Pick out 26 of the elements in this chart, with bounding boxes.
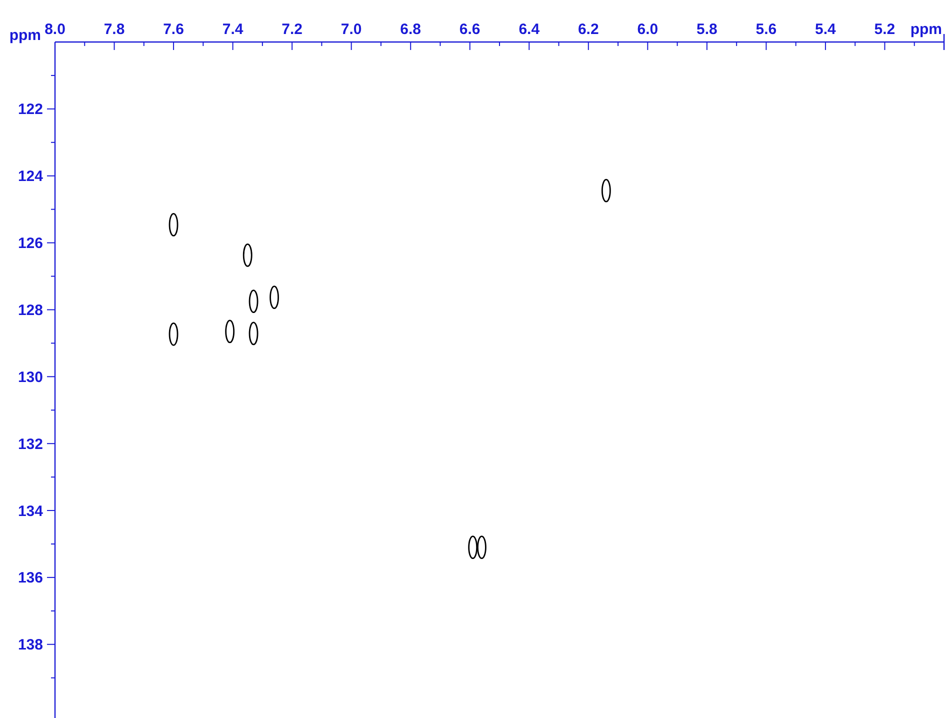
y-tick-label: 136 — [18, 570, 43, 587]
y-tick-label: 128 — [18, 302, 43, 319]
x-tick-label: 6.4 — [518, 21, 540, 38]
y-axis-title: ppm — [9, 27, 41, 44]
x-tick-label: 7.6 — [163, 21, 184, 38]
y-tick-label: 138 — [18, 636, 43, 654]
x-tick-label: 6.2 — [578, 21, 599, 38]
x-axis-title: ppm — [910, 21, 942, 38]
x-tick-label: 6.8 — [400, 21, 422, 38]
y-tick-label: 126 — [18, 235, 43, 252]
x-tick-label: 7.4 — [222, 21, 244, 38]
y-tick-label: 132 — [18, 436, 43, 453]
x-tick-label: 5.4 — [815, 21, 837, 38]
y-tick-label: 122 — [18, 101, 43, 118]
x-tick-label: 6.0 — [637, 21, 658, 38]
x-tick-label: 7.0 — [340, 21, 362, 38]
x-tick-label: 5.8 — [696, 21, 718, 38]
y-tick-label: 130 — [18, 368, 43, 386]
y-tick-label: 134 — [18, 502, 44, 520]
x-tick-label: 5.6 — [756, 21, 777, 38]
x-tick-label: 7.2 — [282, 21, 302, 38]
y-tick-label: 124 — [18, 168, 44, 186]
x-tick-label: 6.6 — [459, 21, 480, 38]
x-tick-label: 8.0 — [44, 21, 66, 38]
x-tick-label: 7.8 — [104, 21, 125, 38]
x-tick-label: 5.2 — [874, 21, 896, 38]
